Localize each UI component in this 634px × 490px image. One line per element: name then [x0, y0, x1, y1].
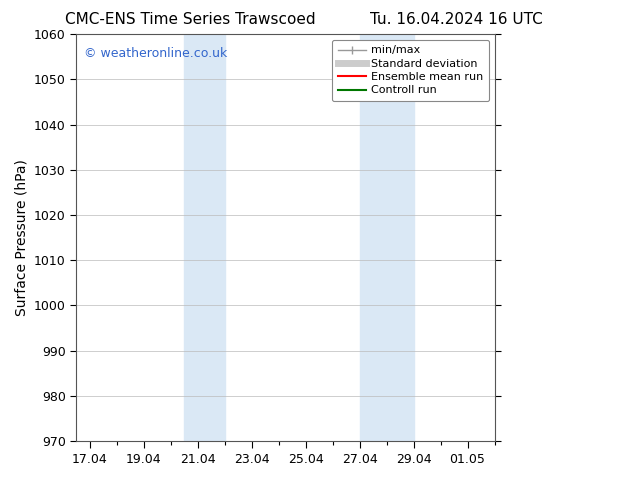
Bar: [359, 34, 413, 441]
Legend: min/max, Standard deviation, Ensemble mean run, Controll run: min/max, Standard deviation, Ensemble me…: [332, 40, 489, 101]
Text: © weatheronline.co.uk: © weatheronline.co.uk: [84, 47, 228, 59]
Text: Tu. 16.04.2024 16 UTC: Tu. 16.04.2024 16 UTC: [370, 12, 543, 27]
Y-axis label: Surface Pressure (hPa): Surface Pressure (hPa): [14, 159, 29, 316]
Text: CMC-ENS Time Series Trawscoed: CMC-ENS Time Series Trawscoed: [65, 12, 316, 27]
Bar: [184, 34, 224, 441]
